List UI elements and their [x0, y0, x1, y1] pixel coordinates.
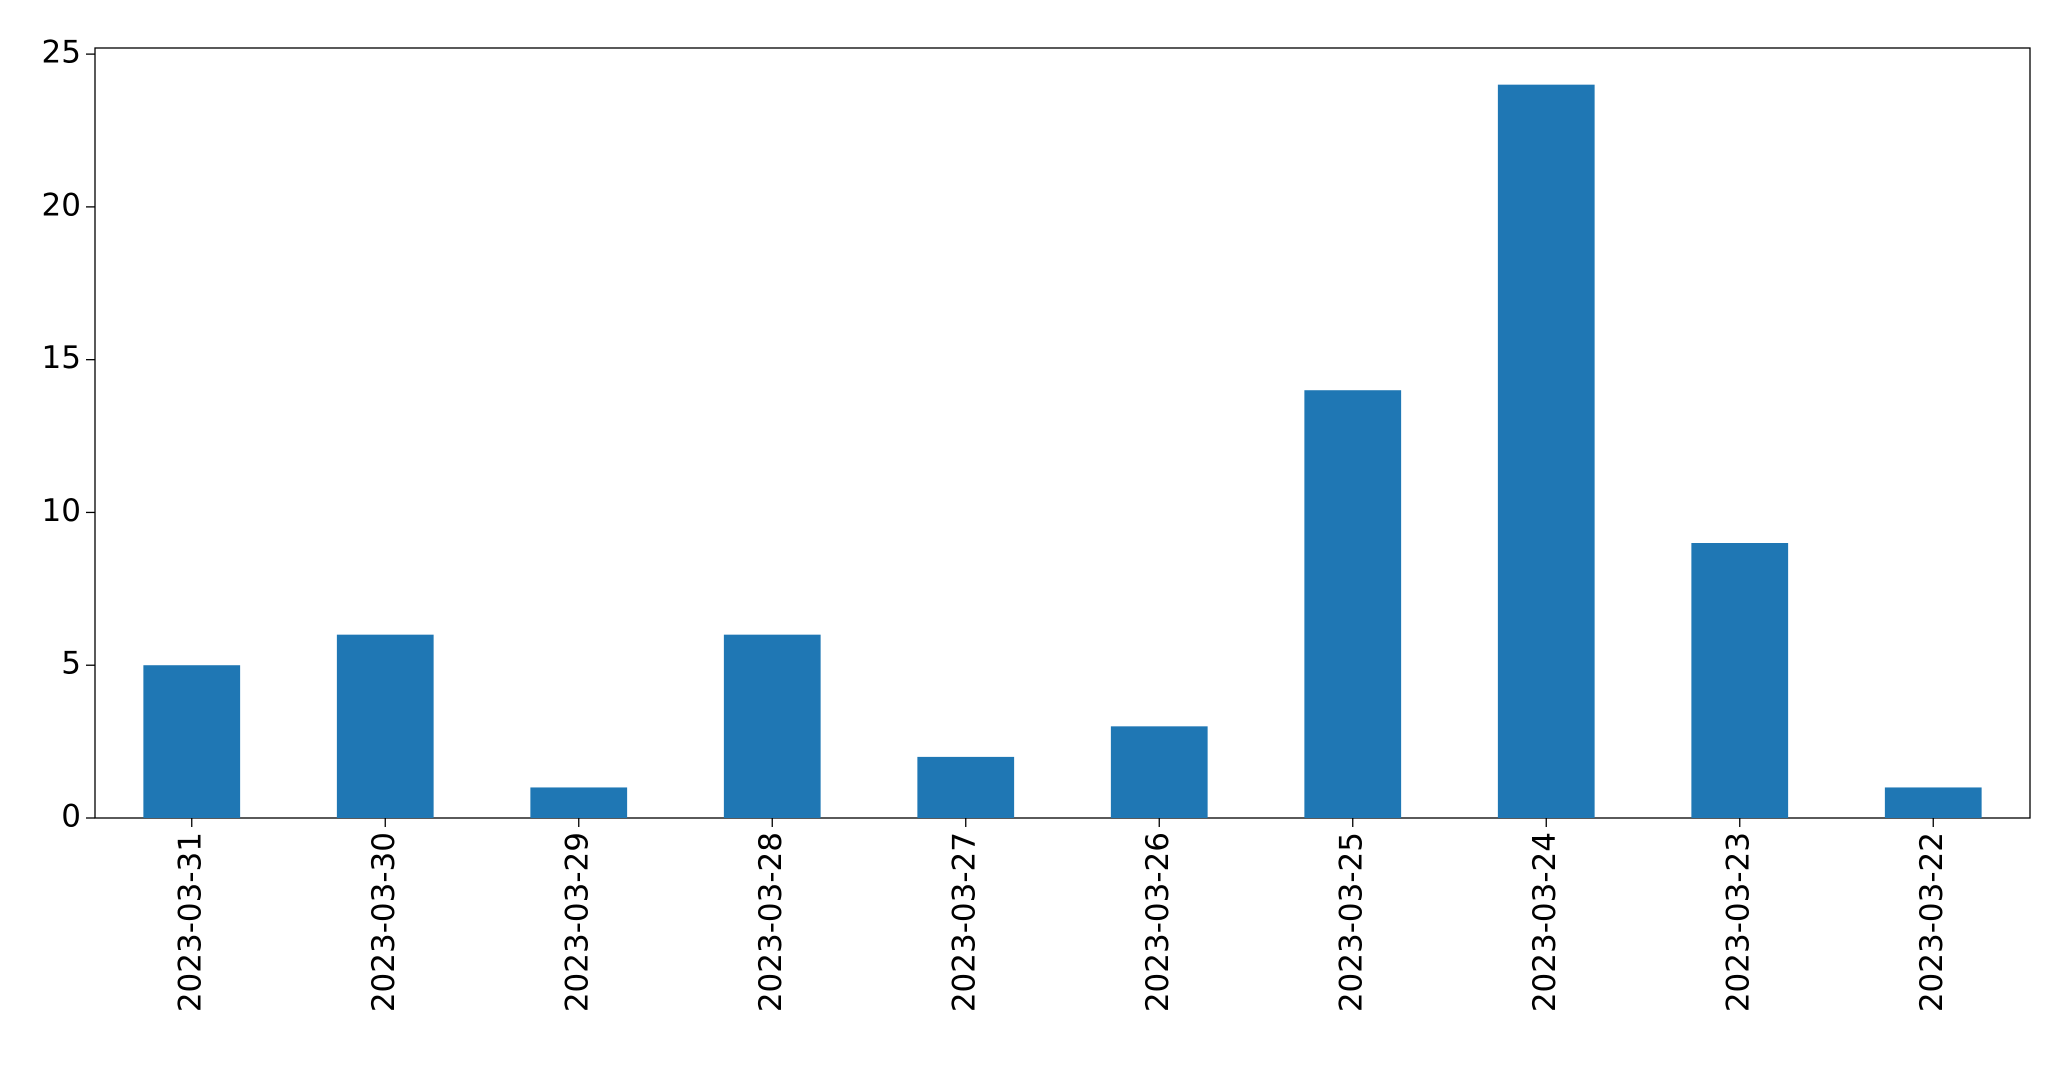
- x-tick-label: 2023-03-23: [1720, 832, 1756, 1012]
- y-tick-label: 20: [42, 187, 81, 223]
- bar: [1304, 390, 1402, 818]
- y-tick-label: 10: [42, 493, 81, 529]
- x-tick-label: 2023-03-29: [559, 832, 595, 1012]
- x-tick-label: 2023-03-27: [946, 832, 982, 1012]
- bar: [143, 665, 241, 818]
- bar: [723, 634, 821, 818]
- x-tick-label: 2023-03-22: [1914, 832, 1950, 1012]
- x-tick-label: 2023-03-28: [753, 832, 789, 1012]
- x-tick-label: 2023-03-30: [366, 832, 402, 1012]
- x-tick-label: 2023-03-31: [172, 832, 208, 1012]
- y-tick-label: 25: [42, 35, 81, 71]
- bar: [1884, 787, 1982, 818]
- x-tick-label: 2023-03-25: [1333, 832, 1369, 1012]
- bar: [917, 756, 1015, 818]
- bar: [530, 787, 628, 818]
- y-tick-label: 5: [61, 646, 81, 682]
- bar: [1110, 726, 1208, 818]
- bar: [1691, 543, 1789, 818]
- x-tick-label: 2023-03-26: [1140, 832, 1176, 1012]
- bar: [1497, 84, 1595, 818]
- y-tick-label: 15: [42, 340, 81, 376]
- plot-frame: [94, 47, 2031, 819]
- y-tick-label: 0: [61, 799, 81, 835]
- bar: [336, 634, 434, 818]
- x-tick-label: 2023-03-24: [1527, 832, 1563, 1012]
